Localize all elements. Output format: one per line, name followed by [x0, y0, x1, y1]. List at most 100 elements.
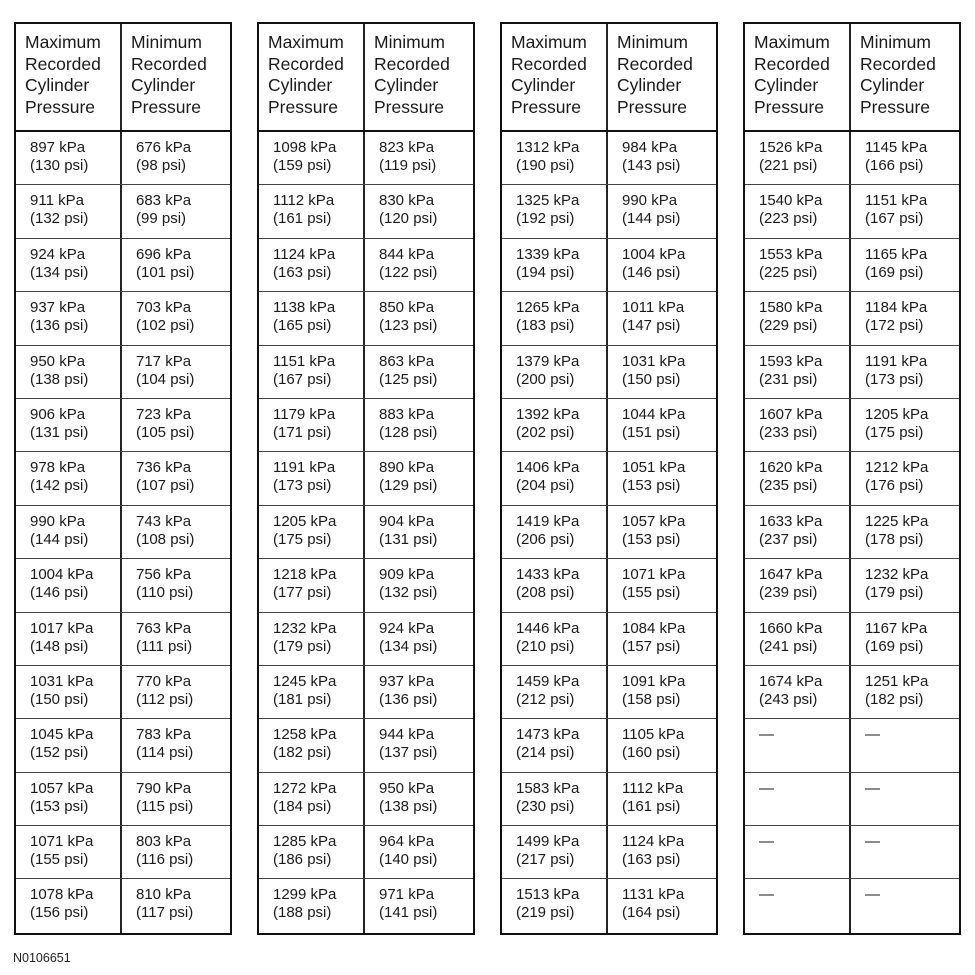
- table-row: 1674 kPa (243 psi) 1251 kPa (182 psi): [745, 665, 959, 720]
- min-pressure-cell: 1112 kPa (161 psi): [608, 773, 716, 825]
- min-psi: (141 psi): [379, 904, 438, 922]
- max-psi: (148 psi): [30, 637, 89, 655]
- max-kpa: 950 kPa: [30, 352, 86, 370]
- min-kpa: 1232 kPa: [865, 566, 929, 584]
- max-psi: (184 psi): [273, 797, 332, 815]
- header-minimum: Minimum Recorded Cylinder Pressure: [860, 32, 936, 117]
- min-pressure-cell: 717 kPa (104 psi): [122, 346, 230, 398]
- max-pressure-cell: 1218 kPa (177 psi): [259, 559, 365, 612]
- max-psi: (214 psi): [516, 744, 575, 762]
- table-row: 1124 kPa (163 psi) 844 kPa (122 psi): [259, 238, 473, 293]
- max-kpa: 1258 kPa: [273, 726, 337, 744]
- min-pressure-cell: 790 kPa (115 psi): [122, 773, 230, 825]
- min-kpa: 830 kPa: [379, 192, 435, 210]
- max-psi: (138 psi): [30, 370, 89, 388]
- max-psi: (175 psi): [273, 530, 332, 548]
- min-kpa: 683 kPa: [136, 192, 192, 210]
- max-psi: (241 psi): [759, 637, 818, 655]
- table-row: — —: [745, 719, 959, 773]
- min-kpa: —: [865, 726, 880, 744]
- min-pressure-cell: —: [851, 719, 959, 771]
- header-maximum: Maximum Recorded Cylinder Pressure: [259, 24, 365, 130]
- min-pressure-cell: 763 kPa (111 psi): [122, 613, 230, 665]
- min-kpa: 810 kPa: [136, 886, 192, 904]
- max-pressure-cell: 1583 kPa (230 psi): [502, 772, 608, 826]
- min-psi: (169 psi): [865, 637, 924, 655]
- min-psi: (150 psi): [622, 370, 681, 388]
- min-pressure-cell: 909 kPa (132 psi): [365, 559, 473, 611]
- max-pressure-cell: 1205 kPa (175 psi): [259, 505, 365, 559]
- header-maximum: Maximum Recorded Cylinder Pressure: [745, 24, 851, 130]
- max-kpa: 1446 kPa: [516, 619, 580, 637]
- min-kpa: 944 kPa: [379, 726, 435, 744]
- min-kpa: 676 kPa: [136, 139, 192, 156]
- max-psi: (217 psi): [516, 851, 575, 869]
- max-psi: (165 psi): [273, 317, 332, 335]
- min-psi: (169 psi): [865, 263, 924, 281]
- table-row: 1205 kPa (175 psi) 904 kPa (131 psi): [259, 505, 473, 560]
- min-kpa: 1105 kPa: [622, 726, 685, 744]
- min-pressure-cell: 1091 kPa (158 psi): [608, 666, 716, 718]
- header-minimum: Minimum Recorded Cylinder Pressure: [131, 32, 207, 117]
- max-psi: (200 psi): [516, 370, 575, 388]
- max-pressure-cell: 1258 kPa (182 psi): [259, 719, 365, 772]
- max-psi: (144 psi): [30, 530, 89, 548]
- max-kpa: 1633 kPa: [759, 512, 823, 530]
- max-kpa: 1057 kPa: [30, 779, 94, 797]
- min-psi: (179 psi): [865, 584, 924, 602]
- min-psi: (172 psi): [865, 317, 924, 335]
- min-psi: (122 psi): [379, 263, 438, 281]
- min-psi: (99 psi): [136, 210, 187, 228]
- min-kpa: 1251 kPa: [865, 672, 929, 690]
- max-pressure-cell: 1138 kPa (165 psi): [259, 292, 365, 345]
- min-psi: (144 psi): [622, 210, 681, 228]
- max-kpa: 1473 kPa: [516, 726, 580, 744]
- max-pressure-cell: 1151 kPa (167 psi): [259, 345, 365, 398]
- max-kpa: 1078 kPa: [30, 886, 94, 904]
- max-kpa: 978 kPa: [30, 459, 86, 477]
- min-kpa: 823 kPa: [379, 139, 435, 156]
- min-psi: (123 psi): [379, 317, 438, 335]
- table-row: 1138 kPa (165 psi) 850 kPa (123 psi): [259, 292, 473, 346]
- min-kpa: 736 kPa: [136, 459, 192, 477]
- min-pressure-cell: 1004 kPa (146 psi): [608, 239, 716, 291]
- min-kpa: 1167 kPa: [865, 619, 928, 637]
- max-psi: (188 psi): [273, 904, 332, 922]
- max-kpa: 1124 kPa: [273, 245, 336, 263]
- max-kpa: 1098 kPa: [273, 139, 337, 156]
- table-row: 1633 kPa (237 psi) 1225 kPa (178 psi): [745, 505, 959, 560]
- max-psi: (212 psi): [516, 690, 575, 708]
- header-maximum: Maximum Recorded Cylinder Pressure: [16, 24, 122, 130]
- max-psi: (181 psi): [273, 690, 332, 708]
- min-kpa: 1057 kPa: [622, 512, 686, 530]
- min-psi: (173 psi): [865, 370, 924, 388]
- max-psi: (136 psi): [30, 317, 89, 335]
- max-kpa: —: [759, 886, 774, 904]
- max-kpa: 1553 kPa: [759, 245, 823, 263]
- min-kpa: 1212 kPa: [865, 459, 929, 477]
- min-kpa: 763 kPa: [136, 619, 192, 637]
- min-kpa: 703 kPa: [136, 299, 192, 317]
- max-kpa: 1647 kPa: [759, 566, 823, 584]
- min-kpa: 1084 kPa: [622, 619, 686, 637]
- min-kpa: —: [865, 833, 880, 851]
- min-kpa: 1051 kPa: [622, 459, 686, 477]
- max-psi: (183 psi): [516, 317, 575, 335]
- max-psi: (235 psi): [759, 477, 818, 495]
- max-psi: (194 psi): [516, 263, 575, 281]
- max-pressure-cell: 1499 kPa (217 psi): [502, 826, 608, 879]
- table-row: 1459 kPa (212 psi) 1091 kPa (158 psi): [502, 665, 716, 720]
- min-pressure-cell: 683 kPa (99 psi): [122, 185, 230, 237]
- table-row: 1285 kPa (186 psi) 964 kPa (140 psi): [259, 826, 473, 880]
- min-pressure-cell: —: [851, 879, 959, 932]
- max-psi: (192 psi): [516, 210, 575, 228]
- pressure-table: Maximum Recorded Cylinder Pressure Minimu…: [14, 22, 232, 935]
- table-header: Maximum Recorded Cylinder Pressure Minimu…: [745, 24, 959, 132]
- max-psi: (204 psi): [516, 477, 575, 495]
- max-kpa: 1593 kPa: [759, 352, 823, 370]
- max-kpa: 1325 kPa: [516, 192, 580, 210]
- table-row: 1098 kPa (159 psi) 823 kPa (119 psi): [259, 132, 473, 186]
- table-header: Maximum Recorded Cylinder Pressure Minimu…: [16, 24, 230, 132]
- table-header: Maximum Recorded Cylinder Pressure Minimu…: [502, 24, 716, 132]
- min-pressure-cell: 1167 kPa (169 psi): [851, 613, 959, 665]
